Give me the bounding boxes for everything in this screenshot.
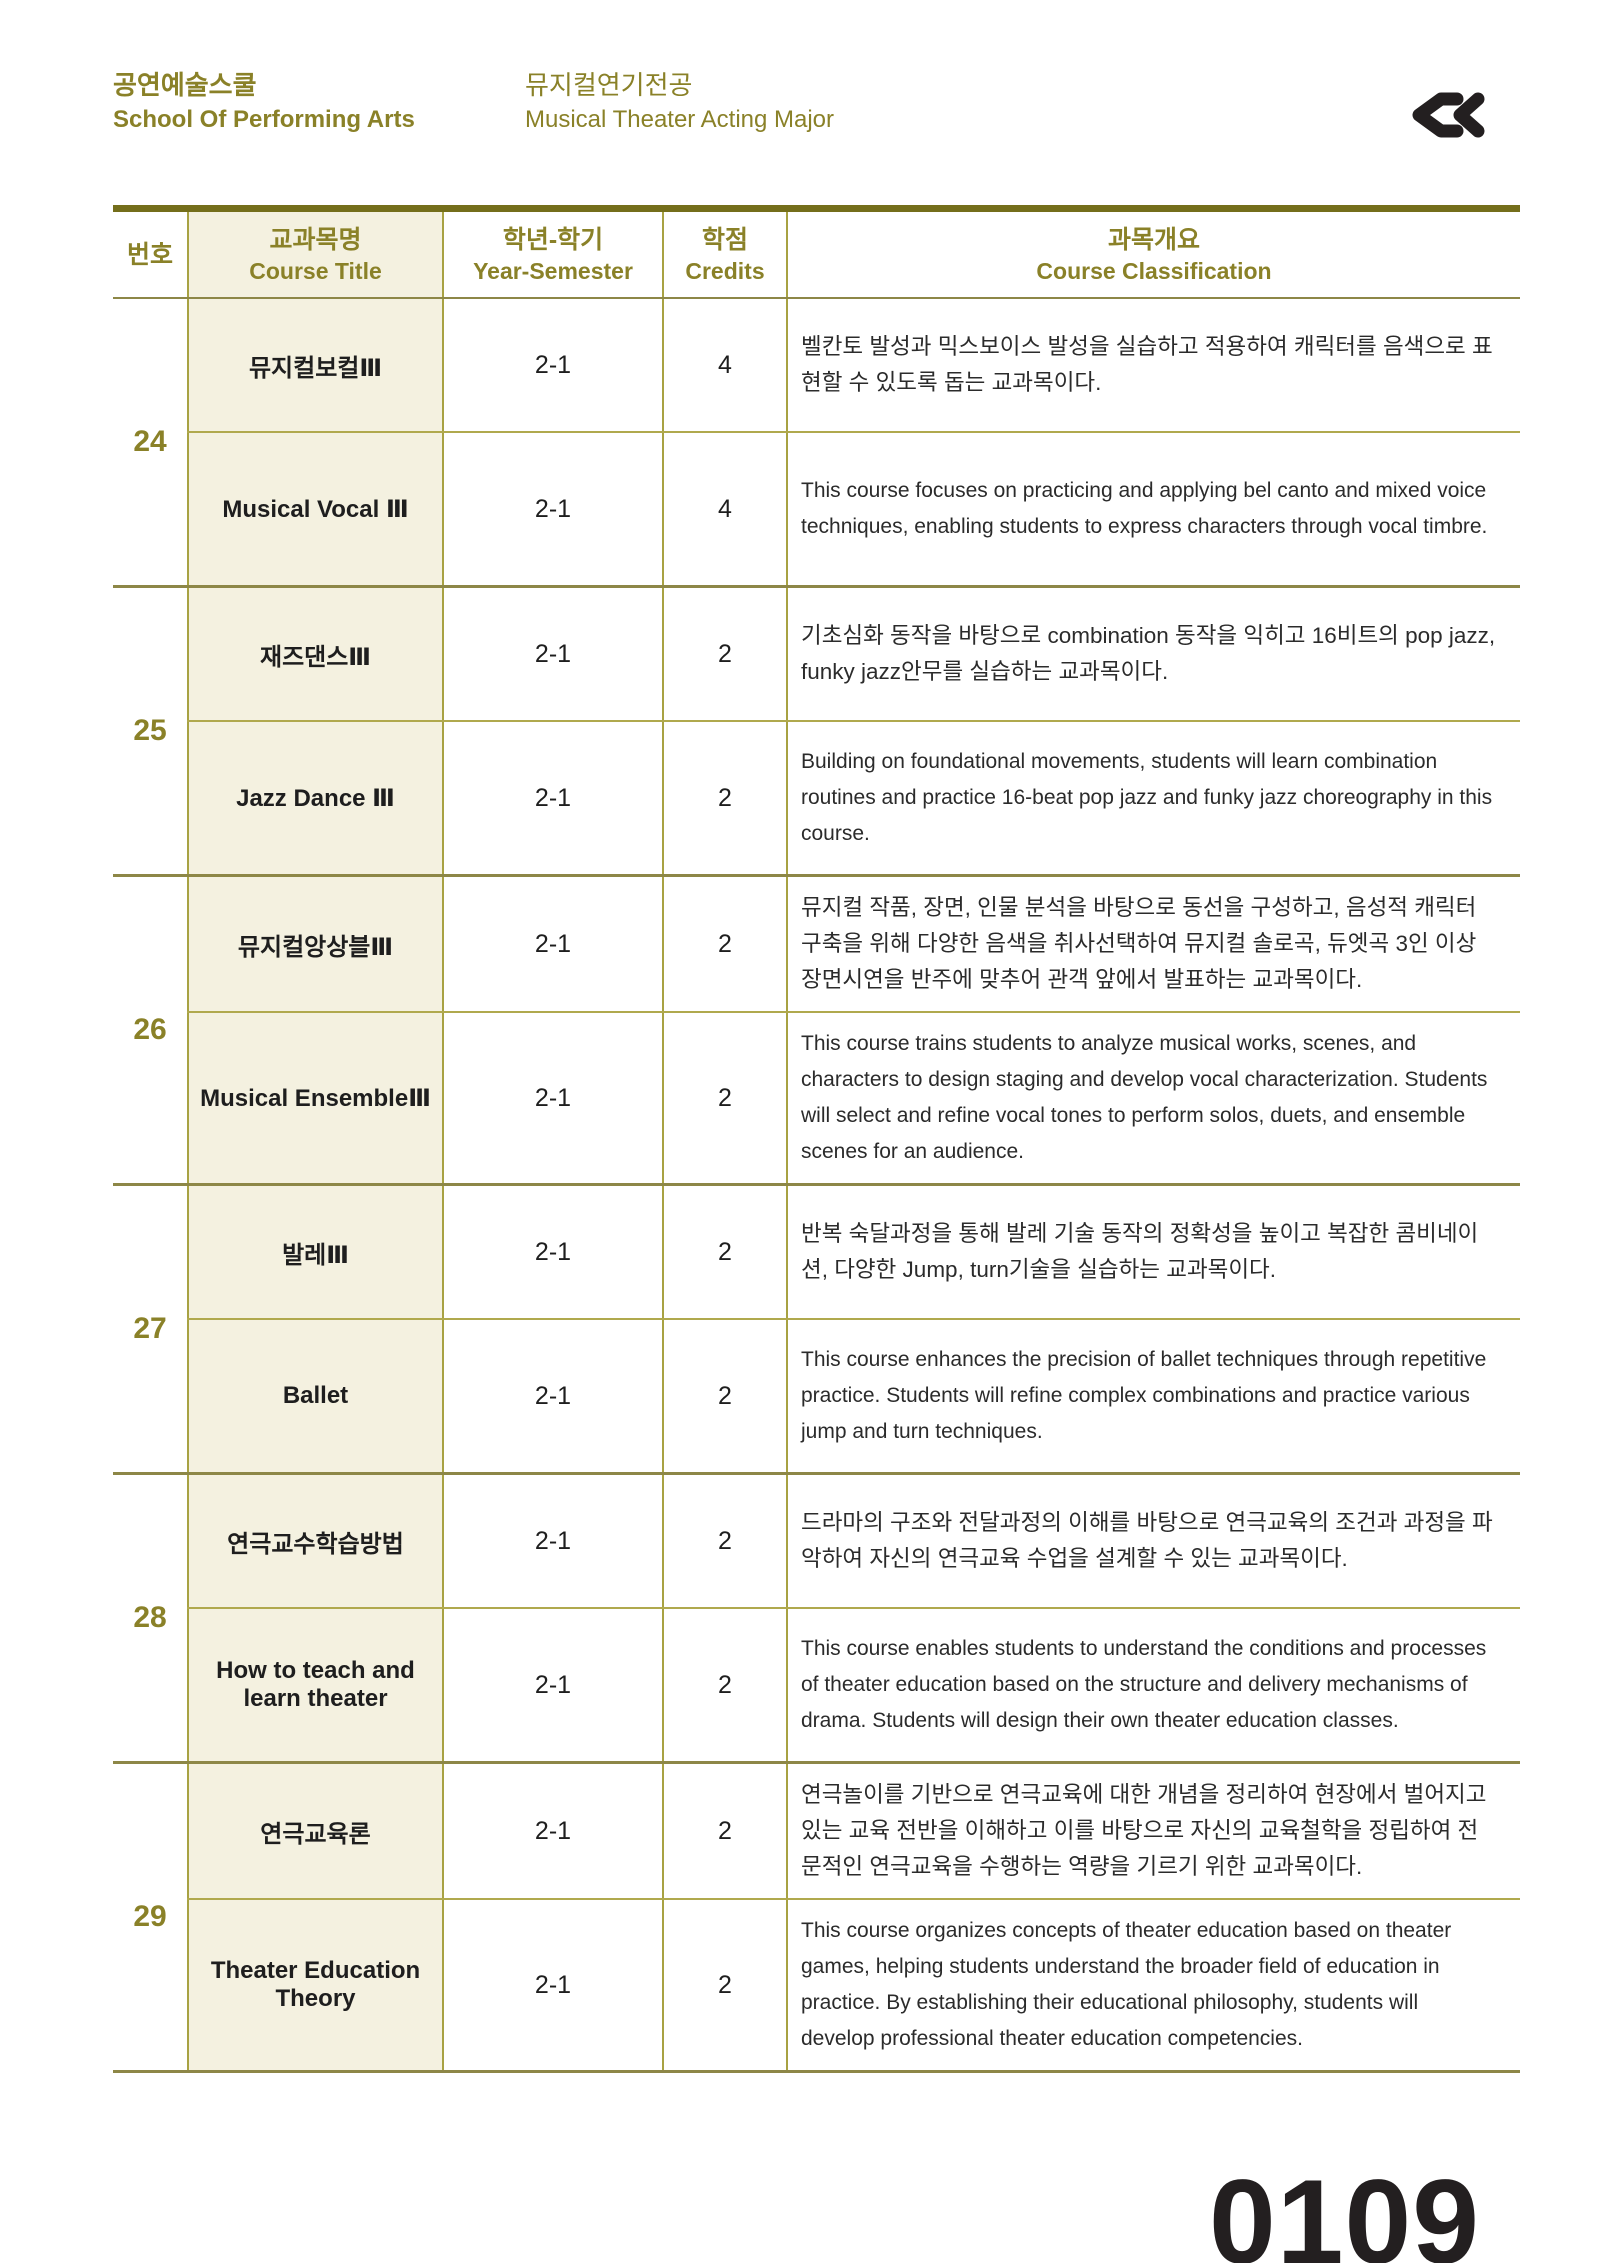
course-description-kr: 벨칸토 발성과 믹스보이스 발성을 실습하고 적용하여 캐릭터를 음색으로 표현… bbox=[786, 298, 1520, 433]
course-number: 29 bbox=[113, 1762, 188, 2073]
header-cell-course-title: 교과목명 Course Title bbox=[187, 208, 443, 299]
course-credits-kr: 2 bbox=[662, 1762, 787, 1900]
major-title-block: 뮤지컬연기전공 Musical Theater Acting Major bbox=[525, 70, 834, 136]
course-table-header: 번호 교과목명 Course Title 학년-학기 Year-Semester… bbox=[113, 208, 1520, 299]
header-course-classification-en: Course Classification bbox=[1036, 257, 1272, 284]
course-title-kr: 재즈댄스Ⅲ bbox=[187, 586, 443, 722]
header-year-semester-en: Year-Semester bbox=[473, 257, 633, 284]
course-semester-kr: 2-1 bbox=[442, 1184, 663, 1320]
header-course-title-en: Course Title bbox=[249, 257, 382, 284]
course-row-en: Musical Vocal Ⅲ 2-1 4 This course focuses o… bbox=[113, 432, 1520, 588]
course-description-kr: 기초심화 동작을 바탕으로 combination 동작을 익히고 16비트의 … bbox=[786, 586, 1520, 722]
header-course-classification-kr: 과목개요 bbox=[1107, 225, 1200, 254]
course-table-body: 24 뮤지컬보컬Ⅲ 2-1 4 벨칸토 발성과 믹스보이스 발성을 실습하고 적용하여 … bbox=[113, 298, 1520, 2073]
course-credits-en: 4 bbox=[662, 432, 787, 588]
course-title-en: How to teach and learn theater bbox=[187, 1608, 443, 1764]
page-number: 0109 bbox=[1209, 2155, 1480, 2263]
course-credits-en: 2 bbox=[662, 1319, 787, 1475]
course-row-en: Jazz Dance Ⅲ 2-1 2 Building on foundational… bbox=[113, 721, 1520, 877]
course-description-kr: 드라마의 구조와 전달과정의 이해를 바탕으로 연극교육의 조건과 과정을 파악… bbox=[786, 1473, 1520, 1609]
course-credits-kr: 2 bbox=[662, 875, 787, 1013]
course-credits-en: 2 bbox=[662, 1608, 787, 1764]
course-description-kr: 반복 숙달과정을 통해 발레 기술 동작의 정확성을 높이고 복잡한 콤비네이션… bbox=[786, 1184, 1520, 1320]
course-description-en: This course enables students to understa… bbox=[786, 1608, 1520, 1764]
course-row-en: Theater Education Theory 2-1 2 This course … bbox=[113, 1899, 1520, 2073]
course-credits-kr: 2 bbox=[662, 1184, 787, 1320]
course-title-kr: 뮤지컬보컬Ⅲ bbox=[187, 298, 443, 433]
document-header: 공연예술스쿨 School Of Performing Arts 뮤지컬연기전공… bbox=[113, 70, 1520, 140]
header-cell-credits: 학점 Credits bbox=[662, 208, 787, 299]
header-credits-kr: 학점 bbox=[701, 225, 748, 254]
course-title-en: Musical EnsembleⅢ bbox=[187, 1012, 443, 1186]
course-title-kr: 뮤지컬앙상블Ⅲ bbox=[187, 875, 443, 1013]
course-row-en: How to teach and learn theater 2-1 2 This c… bbox=[113, 1608, 1520, 1764]
course-semester-kr: 2-1 bbox=[442, 586, 663, 722]
course-semester-en: 2-1 bbox=[442, 1608, 663, 1764]
course-semester-kr: 2-1 bbox=[442, 1473, 663, 1609]
course-semester-en: 2-1 bbox=[442, 432, 663, 588]
header-cell-number: 번호 bbox=[113, 208, 188, 299]
header-cell-course-classification: 과목개요 Course Classification bbox=[786, 208, 1520, 299]
course-title-en: Theater Education Theory bbox=[187, 1899, 443, 2073]
course-description-en: This course focuses on practicing and ap… bbox=[786, 432, 1520, 588]
course-table: 번호 교과목명 Course Title 학년-학기 Year-Semester… bbox=[113, 205, 1520, 2073]
course-number: 25 bbox=[113, 586, 188, 877]
course-description-en: Building on foundational movements, stud… bbox=[786, 721, 1520, 877]
course-number: 27 bbox=[113, 1184, 188, 1475]
course-title-kr: 연극교육론 bbox=[187, 1762, 443, 1900]
course-row-kr: 26 뮤지컬앙상블Ⅲ 2-1 2 뮤지컬 작품, 장면, 인물 분석을 바탕으로 동선을… bbox=[113, 875, 1520, 1186]
header-course-title-kr: 교과목명 bbox=[269, 225, 362, 254]
header-year-semester-kr: 학년-학기 bbox=[502, 225, 604, 254]
course-row-en: Ballet 2-1 2 This course enhances the preci… bbox=[113, 1319, 1520, 1475]
school-name-en: School Of Performing Arts bbox=[113, 106, 415, 133]
school-name-kr: 공연예술스쿨 bbox=[113, 70, 257, 100]
course-description-en: This course organizes concepts of theate… bbox=[786, 1899, 1520, 2073]
course-title-kr: 발레Ⅲ bbox=[187, 1184, 443, 1320]
course-row-kr: 29 연극교육론 2-1 2 연극놀이를 기반으로 연극교육에 대한 개념을 정리하여 … bbox=[113, 1762, 1520, 2073]
course-credits-en: 2 bbox=[662, 1899, 787, 2073]
course-description-kr: 뮤지컬 작품, 장면, 인물 분석을 바탕으로 동선을 구성하고, 음성적 캐릭… bbox=[786, 875, 1520, 1013]
header-number-kr: 번호 bbox=[126, 240, 173, 269]
course-number: 26 bbox=[113, 875, 188, 1186]
school-title-block: 공연예술스쿨 School Of Performing Arts bbox=[113, 70, 415, 136]
course-title-en: Jazz Dance Ⅲ bbox=[187, 721, 443, 877]
course-title-en: Musical Vocal Ⅲ bbox=[187, 432, 443, 588]
course-semester-kr: 2-1 bbox=[442, 298, 663, 433]
course-semester-en: 2-1 bbox=[442, 1012, 663, 1186]
course-semester-kr: 2-1 bbox=[442, 875, 663, 1013]
major-name-en: Musical Theater Acting Major bbox=[525, 106, 835, 133]
course-credits-en: 2 bbox=[662, 721, 787, 877]
course-description-en: This course enhances the precision of ba… bbox=[786, 1319, 1520, 1475]
course-credits-kr: 2 bbox=[662, 586, 787, 722]
course-description-kr: 연극놀이를 기반으로 연극교육에 대한 개념을 정리하여 현장에서 벌어지고 있… bbox=[786, 1762, 1520, 1900]
header-cell-year-semester: 학년-학기 Year-Semester bbox=[442, 208, 663, 299]
course-title-kr: 연극교수학습방법 bbox=[187, 1473, 443, 1609]
course-credits-kr: 4 bbox=[662, 298, 787, 433]
header-credits-en: Credits bbox=[685, 257, 765, 284]
ck-double-chevron-logo-icon bbox=[1410, 90, 1488, 140]
course-row-kr: 27 발레Ⅲ 2-1 2 반복 숙달과정을 통해 발레 기술 동작의 정확성을 높이고 … bbox=[113, 1184, 1520, 1475]
course-title-en: Ballet bbox=[187, 1319, 443, 1475]
course-credits-kr: 2 bbox=[662, 1473, 787, 1609]
course-row-kr: 25 재즈댄스Ⅲ 2-1 2 기초심화 동작을 바탕으로 combination 동작을… bbox=[113, 586, 1520, 877]
course-semester-kr: 2-1 bbox=[442, 1762, 663, 1900]
course-description-en: This course trains students to analyze m… bbox=[786, 1012, 1520, 1186]
course-number: 24 bbox=[113, 298, 188, 588]
course-row-kr: 24 뮤지컬보컬Ⅲ 2-1 4 벨칸토 발성과 믹스보이스 발성을 실습하고 적용하여 … bbox=[113, 298, 1520, 588]
major-name-kr: 뮤지컬연기전공 bbox=[525, 70, 693, 100]
course-number: 28 bbox=[113, 1473, 188, 1764]
course-credits-en: 2 bbox=[662, 1012, 787, 1186]
course-semester-en: 2-1 bbox=[442, 1319, 663, 1475]
course-row-en: Musical EnsembleⅢ 2-1 2 This course trains … bbox=[113, 1012, 1520, 1186]
course-row-kr: 28 연극교수학습방법 2-1 2 드라마의 구조와 전달과정의 이해를 바탕으로 연극… bbox=[113, 1473, 1520, 1764]
course-semester-en: 2-1 bbox=[442, 721, 663, 877]
course-semester-en: 2-1 bbox=[442, 1899, 663, 2073]
